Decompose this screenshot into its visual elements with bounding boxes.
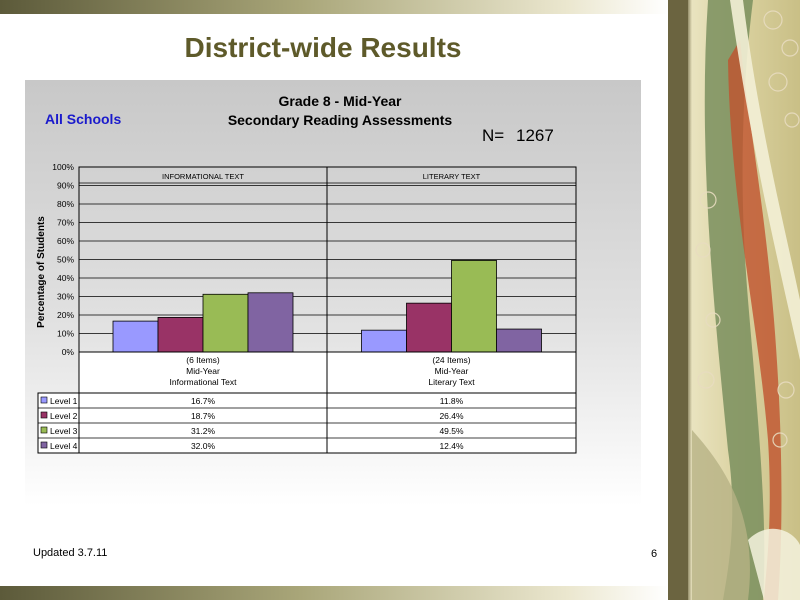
chart-area: All Schools Grade 8 - Mid-Year Secondary… — [25, 80, 641, 506]
data-label: 18.7% — [191, 411, 216, 421]
bar-chart: All Schools Grade 8 - Mid-Year Secondary… — [36, 93, 577, 454]
y-tick-label: 40% — [57, 273, 74, 283]
legend-swatch — [40, 441, 48, 449]
y-tick-label: 20% — [57, 310, 74, 320]
bar — [202, 293, 249, 353]
legend-swatch — [40, 396, 48, 404]
scope-label: All Schools — [45, 111, 121, 127]
bar — [451, 260, 497, 353]
category-label: Literary Text — [428, 377, 475, 387]
bar — [361, 329, 407, 353]
n-label: N= — [482, 126, 504, 145]
decorative-ribbon-art — [668, 0, 800, 600]
data-label: 11.8% — [440, 396, 464, 406]
data-label: 16.7% — [191, 396, 216, 406]
bar — [247, 292, 294, 353]
y-tick-label: 70% — [57, 218, 74, 228]
top-gradient-band — [0, 0, 668, 14]
y-tick-label: 100% — [52, 162, 74, 172]
page-number: 6 — [651, 548, 658, 560]
decorative-side-panel — [668, 0, 800, 600]
legend-swatch — [40, 411, 48, 419]
y-axis-label: Percentage of Students — [36, 216, 47, 328]
category-label: (24 Items) — [432, 355, 470, 365]
data-label: 31.2% — [191, 426, 216, 436]
legend-entry: Level 3 — [50, 426, 78, 436]
category-label: Informational Text — [170, 377, 238, 387]
legend-entry: Level 1 — [50, 396, 78, 406]
bar — [157, 317, 204, 353]
data-label: 49.5% — [439, 426, 464, 436]
panel-header: LITERARY TEXT — [423, 172, 481, 181]
category-label: Mid-Year — [435, 366, 469, 376]
category-label: (6 Items) — [186, 355, 220, 365]
legend-entry: Level 4 — [50, 441, 78, 451]
y-tick-label: 60% — [57, 236, 74, 246]
bar — [406, 302, 452, 353]
bar — [112, 320, 159, 353]
y-tick-label: 80% — [57, 199, 74, 209]
y-tick-label: 50% — [57, 255, 74, 265]
legend-swatch — [40, 426, 48, 434]
y-tick-label: 10% — [57, 329, 74, 339]
chart-subtitle: Secondary Reading Assessments — [228, 112, 453, 128]
panel-header: INFORMATIONAL TEXT — [162, 172, 244, 181]
y-tick-label: 0% — [62, 347, 75, 357]
bar — [496, 328, 542, 353]
data-label: 26.4% — [439, 411, 464, 421]
slide-title: District-wide Results — [184, 32, 462, 63]
data-label: 12.4% — [439, 441, 464, 451]
legend-entry: Level 2 — [50, 411, 78, 421]
category-label: Mid-Year — [186, 366, 220, 376]
y-tick-label: 90% — [57, 181, 74, 191]
bottom-gradient-band — [0, 586, 668, 600]
data-label: 32.0% — [191, 441, 216, 451]
footer-updated-note: Updated 3.7.11 — [33, 547, 108, 559]
y-tick-label: 30% — [57, 292, 74, 302]
chart-title: Grade 8 - Mid-Year — [279, 93, 402, 109]
n-value: 1267 — [516, 126, 554, 145]
